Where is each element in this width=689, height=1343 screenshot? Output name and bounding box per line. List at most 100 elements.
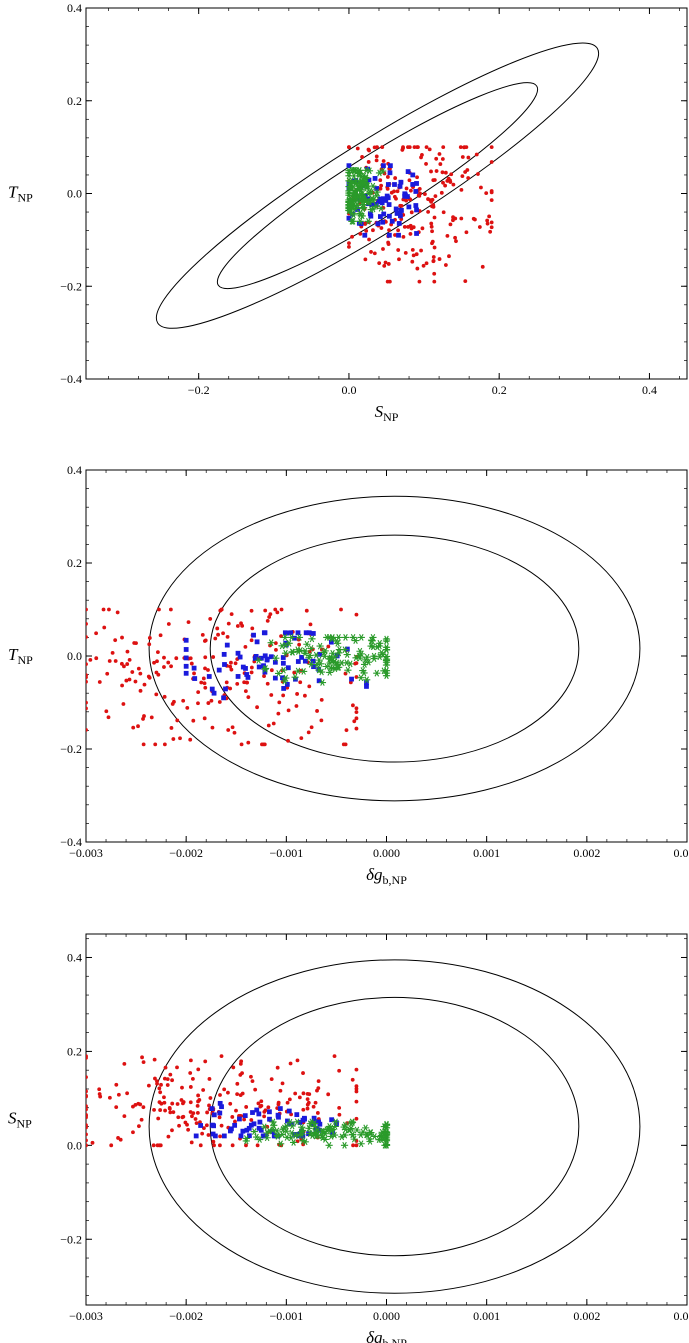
red-data-point <box>190 1076 195 1081</box>
red-data-point <box>235 624 240 628</box>
green-data-point <box>349 211 358 219</box>
blue-data-point <box>376 199 382 205</box>
green-data-point <box>279 1125 287 1133</box>
red-data-point <box>186 1127 191 1132</box>
blue-data-point <box>288 630 294 636</box>
red-data-point <box>459 216 464 221</box>
red-data-point <box>131 1130 135 1135</box>
red-data-point <box>86 1115 88 1120</box>
red-data-point <box>166 660 171 665</box>
red-data-point <box>249 1074 253 1079</box>
green-data-point <box>255 656 263 664</box>
red-data-point <box>218 1093 222 1097</box>
red-data-point <box>162 1095 166 1100</box>
red-data-point <box>157 607 161 612</box>
green-data-point <box>382 1141 391 1149</box>
green-data-point <box>356 654 364 662</box>
green-data-point <box>369 643 377 651</box>
blue-data-point <box>219 1104 224 1110</box>
red-data-point <box>169 726 174 730</box>
red-data-point <box>158 1143 163 1148</box>
red-data-point <box>417 279 422 284</box>
plot-area <box>155 42 600 329</box>
red-data-point <box>147 636 152 640</box>
green-data-point <box>351 637 360 644</box>
red-data-point <box>158 633 163 638</box>
red-data-point <box>295 1058 300 1063</box>
red-data-point <box>366 160 371 164</box>
red-data-point <box>441 145 446 150</box>
plot-frame <box>85 7 688 380</box>
red-data-point <box>415 145 420 150</box>
green-data-point <box>330 1131 339 1139</box>
red-data-point <box>466 176 471 180</box>
red-data-point <box>402 224 407 229</box>
green-data-point <box>343 659 351 667</box>
red-data-point <box>196 1099 200 1104</box>
red-data-point <box>201 1088 206 1092</box>
y-tick-label: 0.0 <box>67 187 82 201</box>
red-data-point <box>206 701 211 705</box>
red-data-point <box>339 607 343 612</box>
red-data-point <box>385 186 390 191</box>
red-data-point <box>168 1110 173 1115</box>
red-data-point <box>301 1091 306 1096</box>
red-data-point <box>194 1121 199 1126</box>
blue-data-point <box>209 1106 215 1111</box>
red-data-point <box>157 1100 162 1105</box>
blue-data-point <box>306 630 312 636</box>
red-data-point <box>354 1086 359 1091</box>
red-data-point <box>203 1059 208 1064</box>
red-data-point <box>464 145 469 150</box>
red-data-point <box>228 686 233 691</box>
red-data-point <box>279 607 284 612</box>
red-data-point <box>429 169 433 174</box>
red-data-point <box>485 221 490 226</box>
green-data-point <box>340 1141 349 1149</box>
red-data-point <box>426 197 430 201</box>
red-data-point <box>305 1091 310 1096</box>
green-data-point <box>305 1124 313 1132</box>
red-data-point <box>97 1092 102 1096</box>
red-data-point <box>211 655 216 659</box>
blue-data-point <box>275 1112 281 1118</box>
red-data-point <box>163 1065 168 1070</box>
blue-data-point <box>223 686 228 692</box>
red-data-point <box>271 721 276 726</box>
red-data-point <box>415 175 419 180</box>
red-data-point <box>195 1103 200 1108</box>
red-data-point <box>110 651 115 655</box>
green-data-point <box>375 169 384 177</box>
red-data-point <box>301 1071 305 1075</box>
green-data-point <box>377 1136 385 1143</box>
red-data-point <box>489 198 494 203</box>
blue-data-point <box>292 635 297 641</box>
green-data-point <box>367 188 376 196</box>
y-tick-label: 0.0 <box>67 649 82 663</box>
red-data-point <box>440 170 445 175</box>
red-data-point <box>447 254 451 259</box>
red-data-point <box>454 239 458 244</box>
red-data-point <box>417 193 422 198</box>
red-data-point <box>122 1061 127 1066</box>
blue-data-point <box>414 207 419 213</box>
blue-data-point <box>398 208 404 213</box>
red-data-point <box>176 1115 181 1120</box>
red-data-point <box>274 647 278 652</box>
x-tick-label: −0.002 <box>169 846 203 860</box>
red-data-point <box>171 737 176 741</box>
blue-data-point <box>385 182 391 187</box>
red-data-point <box>277 700 282 705</box>
green-data-point <box>341 1131 349 1139</box>
red-data-point <box>141 742 146 747</box>
red-data-point <box>437 152 442 156</box>
red-data-point <box>311 1104 316 1109</box>
red-data-point <box>170 1078 174 1083</box>
red-data-point <box>427 147 432 152</box>
red-data-point <box>378 186 383 191</box>
red-data-point <box>287 1097 292 1102</box>
red-data-point <box>448 222 453 227</box>
blue-data-point <box>183 655 189 661</box>
red-data-point <box>399 203 404 208</box>
red-data-point <box>97 680 102 684</box>
